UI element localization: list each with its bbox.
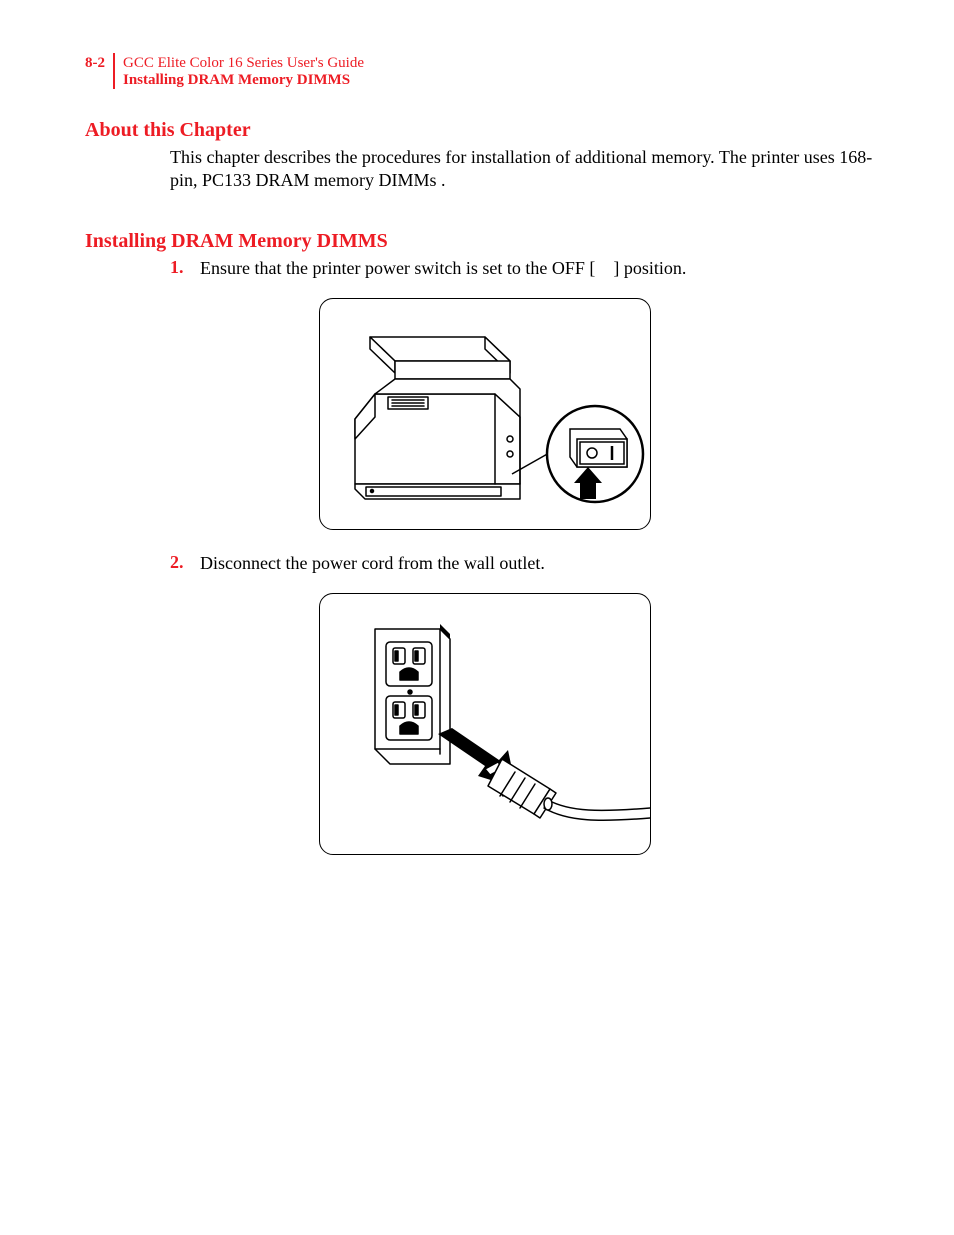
step-2-text: Disconnect the power cord from the wall … [200,552,545,575]
page-number: 8-2 [85,55,113,72]
step-1: 1. Ensure that the printer power switch … [170,257,884,280]
header-rule [113,53,115,89]
step-1-num: 1. [170,257,200,280]
section-name: Installing DRAM Memory DIMMS [123,72,364,89]
step-1-text: Ensure that the printer power switch is … [200,257,686,280]
heading-installing: Installing DRAM Memory DIMMS [85,230,884,253]
guide-title: GCC Elite Color 16 Series User's Guide [123,55,364,72]
figure-printer-off-switch [319,298,651,530]
heading-about: About this Chapter [85,119,884,142]
step-2: 2. Disconnect the power cord from the wa… [170,552,884,575]
step-2-num: 2. [170,552,200,575]
about-body: This chapter describes the procedures fo… [170,146,874,192]
page-header: 8-2 GCC Elite Color 16 Series User's Gui… [85,55,884,89]
figure-unplug-outlet [319,593,651,855]
